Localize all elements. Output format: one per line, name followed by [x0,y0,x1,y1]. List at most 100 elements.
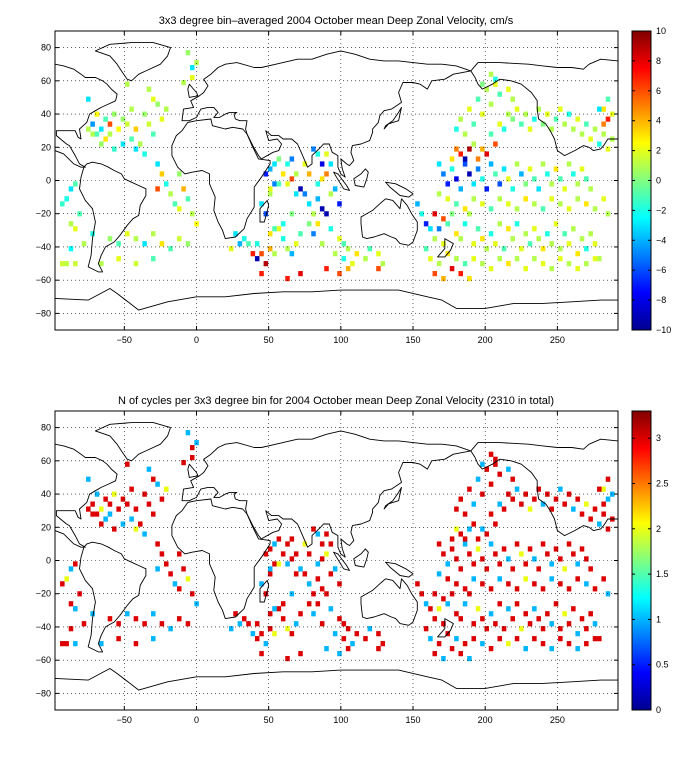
data-cell [185,50,191,56]
data-cell [90,501,95,507]
data-cell [68,186,74,192]
data-cell [332,186,338,192]
data-cell [267,611,273,617]
data-cell [259,251,264,257]
data-cell [267,231,273,237]
data-cell [488,451,494,457]
data-cell [125,231,130,237]
data-cell [86,126,91,132]
colorbar-tick-label: 2.5 [656,478,669,488]
data-cell [458,151,464,157]
data-cell [311,526,316,532]
data-cell [536,486,541,492]
data-cell [354,251,360,257]
data-cell [514,601,520,607]
data-cell [540,541,546,547]
coastline [181,430,472,558]
coastline [55,443,118,548]
data-cell [168,246,173,252]
x-tick-label: −50 [117,715,132,725]
data-cell [419,211,425,217]
data-cell [549,266,554,272]
data-cell [558,556,563,562]
data-cell [467,211,472,217]
data-cell [558,486,563,492]
data-cell [480,201,485,207]
data-cell [276,606,282,612]
data-cell [445,601,451,607]
data-cell [250,631,256,637]
data-cell [584,176,589,182]
data-cell [436,606,442,612]
colorbar-tick-label: 6 [656,86,661,96]
data-cell [605,526,611,532]
data-cell [125,611,130,617]
data-cell [267,186,273,192]
data-cell [315,601,321,607]
data-cell [458,531,464,537]
data-cell [471,636,477,642]
data-cell [462,161,468,167]
data-cell [436,191,442,197]
colorbar-tick-label: −4 [656,235,666,245]
data-cell [605,96,611,102]
data-cell [315,576,321,582]
data-cell [345,266,351,272]
data-cell [276,181,282,187]
data-cell [532,201,537,207]
data-cell [107,121,113,127]
data-cell [436,541,442,547]
data-cell [81,621,87,627]
data-cell [302,161,308,167]
data-cell [107,236,113,242]
data-cell [449,546,455,552]
data-cell [189,75,195,81]
data-cell [267,191,273,197]
data-cell [159,171,165,177]
data-cell [293,551,299,557]
data-cell [125,461,130,467]
data-cell [116,636,121,642]
y-tick-label: 0 [46,176,51,186]
data-cell [276,156,282,162]
data-cell [285,161,290,167]
data-cell [116,241,121,247]
data-cell [189,65,195,71]
data-cell [315,561,321,567]
data-cell [540,261,546,267]
data-cell [163,486,169,492]
data-cell [73,561,78,567]
data-cell [324,531,329,537]
data-cell [601,106,606,112]
y-tick-label: −60 [36,275,51,285]
data-cell [536,566,541,572]
data-cell [90,511,95,517]
data-cell [467,106,472,112]
data-cell [523,491,528,497]
coastline [94,422,171,462]
data-cell [168,626,173,632]
top-plot-content [55,31,618,330]
data-cell [558,256,563,262]
data-cell [181,566,186,572]
colorbar-tick-label: −6 [656,265,666,275]
data-cell [549,241,554,247]
data-cell [519,551,524,557]
data-cell [428,606,433,612]
colorbar-tick-label: −8 [656,295,666,305]
data-cell [605,496,611,502]
data-cell [129,106,134,112]
data-cell [475,226,481,232]
data-cell [259,271,264,277]
data-cell [514,206,520,212]
data-cell [523,196,528,202]
data-cell [562,501,567,507]
data-cell [605,476,611,482]
data-cell [432,211,438,217]
data-cell [467,551,472,557]
data-cell [467,171,472,177]
data-cell [532,176,537,182]
data-cell [68,626,74,632]
data-cell [129,516,134,522]
data-cell [315,151,321,157]
